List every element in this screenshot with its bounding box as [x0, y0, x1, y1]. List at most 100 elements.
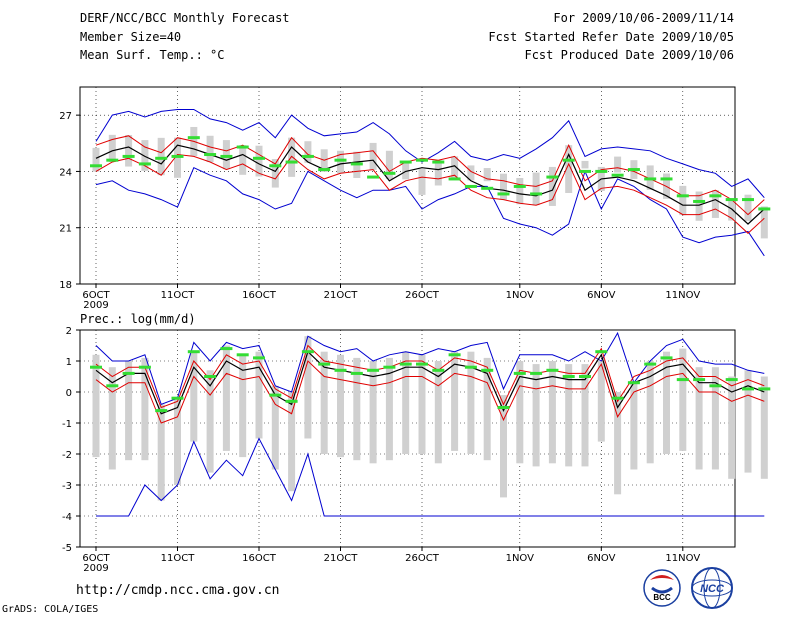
panel-2-xtick-label: 16OCT — [242, 553, 277, 564]
panel-2-observed-mark — [399, 362, 412, 366]
panel-2-ensemble-box — [418, 354, 426, 454]
panel-1-ensemble-box — [467, 165, 475, 181]
panel-1-observed-mark — [301, 154, 314, 158]
panel-2-observed-mark — [155, 409, 168, 413]
panel-2-observed-mark — [416, 362, 428, 366]
panel-2-observed-mark — [432, 368, 445, 372]
panel-2-observed-mark — [530, 371, 543, 375]
panel-2-observed-mark — [725, 378, 738, 382]
panel-2-observed-mark — [448, 353, 461, 357]
panel-2-ensemble-box — [548, 361, 556, 464]
panel-2-ensemble-box — [320, 351, 328, 454]
panel-2-ensemble-box — [434, 361, 442, 464]
panel-1-ensemble-box — [206, 135, 214, 163]
panel-2-observed-mark — [318, 362, 331, 366]
panel-1-ensemble-box — [304, 141, 312, 163]
panel-2-ensemble-box — [271, 385, 279, 470]
panel-2-ensemble-box — [663, 351, 670, 454]
panel-2-xtick-label: 26OCT — [405, 553, 440, 564]
panel-1-observed-mark — [595, 169, 608, 173]
panel-2-ensemble-box — [565, 364, 573, 467]
variable-label: Mean Surf. Temp.: °C — [80, 48, 225, 62]
panel-2-ensemble-box — [646, 361, 654, 464]
panel-2-ensemble-box — [353, 357, 361, 461]
panel-2-observed-mark — [579, 375, 591, 378]
panel-2-ensemble-box — [239, 354, 247, 458]
panel-2-ensemble-box — [125, 361, 133, 461]
produced-date: Fcst Produced Date 2009/10/06 — [524, 48, 734, 62]
refer-date: Fcst Started Refer Date 2009/10/05 — [488, 30, 734, 44]
panel-2-ensemble-box — [516, 361, 524, 464]
panel-1-ensemble-box — [92, 147, 100, 172]
ncc-logo-icon: NCC — [691, 567, 733, 609]
panel-1-observed-mark — [530, 192, 543, 196]
panel-1-observed-mark — [448, 177, 461, 181]
panel-1-ensemble-box — [125, 135, 133, 167]
panel-2-observed-mark — [676, 378, 689, 382]
panel-1-ytick-label: 18 — [59, 280, 72, 291]
panel-2-ensemble-box — [304, 336, 312, 439]
panel-1-ensemble-box — [288, 137, 296, 177]
panel-1-observed-mark — [155, 156, 168, 160]
panel-2-ensemble-box — [157, 404, 165, 501]
panel-1-min-line — [95, 109, 765, 199]
panel-2-observed-mark — [367, 368, 380, 372]
panel-1-ensemble-box — [565, 145, 573, 194]
panel-1-ensemble-box — [369, 142, 377, 170]
panel-2-ensemble-box — [369, 361, 377, 464]
panel-2-ensemble-box — [760, 376, 768, 479]
panel-2-observed-mark — [546, 368, 559, 372]
bcc-logo-icon: BCC — [643, 569, 681, 607]
panel-1-ensemble-box — [222, 140, 230, 170]
panel-2-observed-mark — [253, 356, 265, 360]
panel-2-ensemble-box — [402, 351, 410, 454]
panel-1-ytick-label: 24 — [59, 167, 72, 178]
panel-1-observed-mark — [122, 154, 135, 158]
panel-2-minus-line — [95, 360, 765, 424]
panel-2-ensemble-box — [174, 398, 181, 485]
panel-1-observed-mark — [725, 198, 738, 202]
panel-1-ensemble-box — [614, 156, 622, 173]
panel-1-ytick-label: 27 — [59, 111, 72, 122]
grads-credit: GrADS: COLA/IGES — [2, 604, 99, 615]
panel-2-observed-mark — [464, 365, 477, 369]
panel-1-ensemble-box — [711, 190, 719, 218]
panel-2-observed-mark — [383, 365, 396, 369]
panel-2-ytick-label: 1 — [66, 357, 72, 368]
panel-1-ensemble-box — [516, 177, 524, 205]
panel-2-observed-mark — [236, 353, 249, 357]
panel-1-observed-mark — [269, 164, 282, 168]
panel-1-xtick-label: 21OCT — [324, 290, 359, 301]
panel-1-observed-mark — [416, 158, 428, 162]
panel-1-observed-mark — [318, 168, 331, 172]
panel-1-observed-mark — [187, 136, 200, 140]
panel-2-ensemble-box — [467, 351, 475, 454]
panel-1-xtick-label: 26OCT — [405, 290, 440, 301]
panel-1-observed-mark — [106, 158, 119, 162]
panel-2-ytick-label: -2 — [62, 450, 72, 461]
panel-1-observed-mark — [676, 194, 689, 198]
panel-2-observed-mark — [220, 347, 233, 351]
panel-2-observed-mark — [595, 350, 608, 354]
panel-1-observed-mark — [334, 158, 347, 162]
panel-2-observed-mark — [562, 375, 575, 378]
panel-2-observed-mark — [187, 350, 200, 354]
member-size: Member Size=40 — [80, 30, 182, 44]
panel-2-ensemble-box — [222, 345, 230, 451]
panel-1-observed-mark — [579, 169, 591, 173]
panel-1-observed-mark — [204, 153, 217, 157]
panel-2-max-line — [95, 331, 765, 406]
panel-1-ytick-label: 21 — [59, 224, 72, 235]
panel-1-observed-mark — [562, 158, 575, 162]
panel-2-observed-mark — [285, 399, 298, 403]
forecast-period: For 2009/10/06-2009/11/14 — [553, 11, 734, 25]
panel-2-min-line — [96, 437, 765, 517]
panel-1-ensemble-box — [239, 145, 247, 175]
source-url[interactable]: http://cmdp.ncc.cma.gov.cn — [76, 583, 280, 598]
panel-2-ensemble-box — [695, 367, 703, 470]
panel-1-ensemble-box — [141, 140, 149, 171]
panel-1-observed-mark — [350, 162, 363, 166]
ncc-logo-text: NCC — [700, 583, 725, 595]
panel-2-observed-mark — [513, 371, 526, 375]
panel-1-ensemble-box — [157, 137, 165, 176]
